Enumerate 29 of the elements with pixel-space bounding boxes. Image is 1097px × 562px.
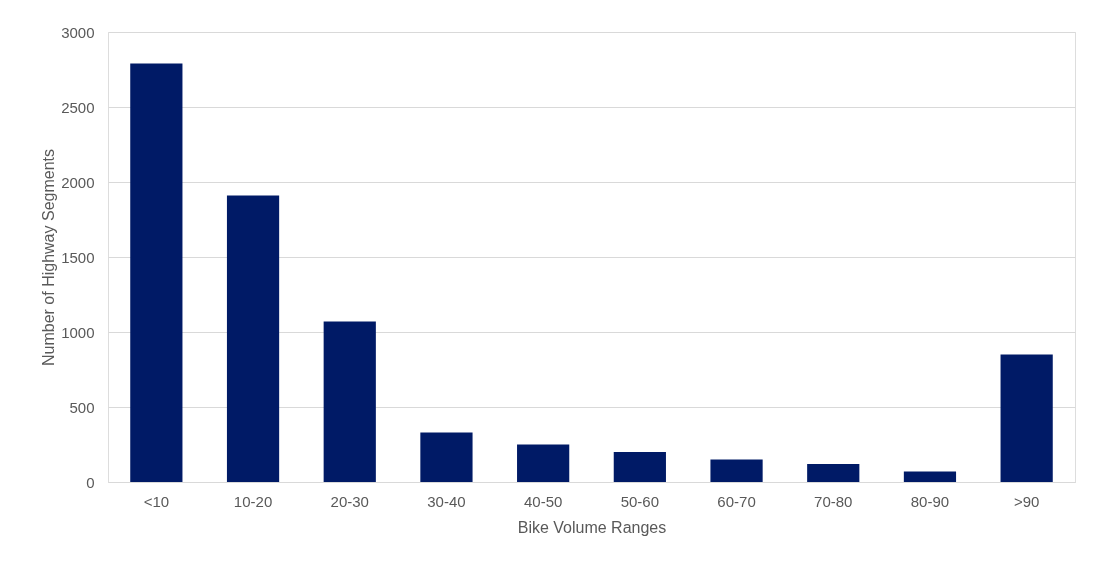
x-tick-label: 70-80 [814, 492, 853, 510]
x-tick-label: 60-70 [717, 492, 756, 510]
y-tick-label: 1000 [61, 323, 95, 341]
bar [903, 471, 957, 482]
x-tick-label: <10 [143, 492, 170, 510]
bar [807, 464, 860, 482]
y-tick-label: 0 [86, 473, 95, 491]
x-tick-label: 30-40 [427, 492, 466, 510]
y-tick-label: 1500 [61, 248, 95, 266]
bar [226, 195, 280, 482]
x-tick-label: 40-50 [523, 492, 563, 510]
bar [613, 452, 666, 482]
y-tick-label: 2000 [61, 173, 95, 191]
x-tick-label: 20-30 [330, 492, 369, 510]
bar [130, 63, 183, 482]
bar [710, 459, 763, 482]
y-tick-label: 3000 [61, 23, 95, 41]
y-tick-label: 2500 [61, 98, 95, 116]
bar [420, 432, 473, 482]
x-tick-label: >90 [1013, 492, 1040, 510]
x-tick-label: 50-60 [620, 492, 660, 510]
y-axis-title: Number of Highway Segments [40, 149, 58, 366]
bar [1000, 354, 1053, 482]
bar [323, 321, 376, 482]
x-tick-label: 10-20 [233, 492, 273, 510]
x-axis-title: Bike Volume Ranges [517, 518, 667, 536]
bar [517, 444, 570, 482]
x-tick-label: 80-90 [910, 492, 950, 510]
y-tick-label: 500 [69, 398, 95, 416]
